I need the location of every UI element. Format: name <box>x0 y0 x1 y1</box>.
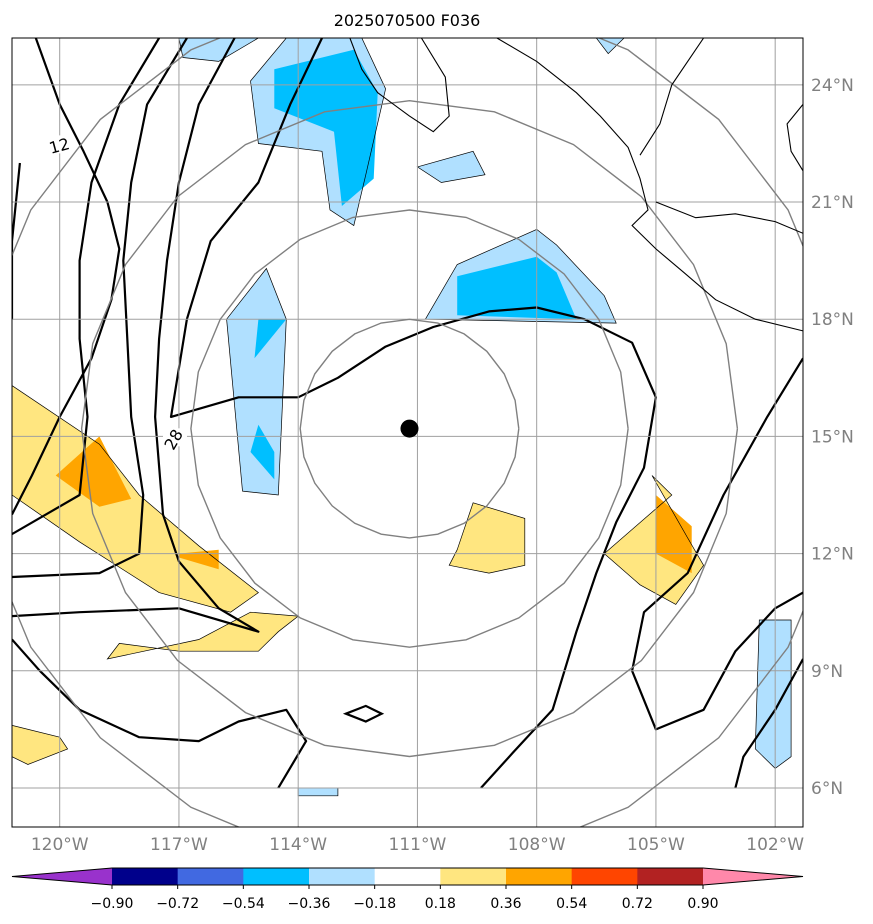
colorbar-bin-6 <box>506 868 573 885</box>
colorbar: −0.90 −0.72 −0.54 −0.36 −0.18 0.18 0.36 0.54 0.7… <box>11 867 804 912</box>
lat-tick-label: 15°N <box>811 427 854 447</box>
lat-tick-label: 24°N <box>811 76 854 96</box>
contour-line-4 <box>169 38 658 789</box>
range-ring-3 <box>12 38 803 827</box>
colorbar-bin-1 <box>177 868 244 885</box>
shaded-region-12 <box>604 475 704 605</box>
colorbar-bin-0 <box>112 868 179 885</box>
contour-line-0 <box>12 38 121 515</box>
colorbar-tick-label: −0.72 <box>156 896 199 912</box>
shaded-region-4 <box>457 256 577 320</box>
colorbar-extend-low <box>12 868 112 885</box>
field-outline-5 <box>226 267 287 496</box>
colorbar-tick-label: 0.36 <box>490 896 521 912</box>
lon-tick-labels: 120°W 117°W 114°W 111°W 108°W 105°W 102°W <box>31 835 804 855</box>
coastline-4 <box>639 38 705 156</box>
field-outline-16 <box>754 619 792 769</box>
lat-tick-labels: 6°N 9°N 12°N 15°N 18°N 21°N 24°N <box>811 76 854 799</box>
lon-tick-label: 105°W <box>627 835 685 855</box>
storm-center-dot <box>400 419 419 438</box>
shaded-field <box>12 38 792 797</box>
field-outline-15 <box>12 725 69 765</box>
range-ring-2 <box>80 99 739 758</box>
shaded-region-19 <box>596 38 625 54</box>
coastline-2 <box>655 201 803 234</box>
map-frame <box>11 37 804 828</box>
lon-tick-label: 114°W <box>269 835 327 855</box>
colorbar-tick-label: −0.36 <box>288 896 331 912</box>
coastlines <box>349 38 803 332</box>
contour-line-7 <box>734 658 803 789</box>
field-outline-12 <box>603 475 705 605</box>
range-rings <box>12 38 803 827</box>
colorbar-tick-label: −0.18 <box>353 896 396 912</box>
contour-line-1 <box>12 38 161 536</box>
colorbar-bin-7 <box>571 868 638 885</box>
range-ring-0 <box>299 318 520 539</box>
colorbar-tick-label: 0.54 <box>556 896 587 912</box>
lon-tick-label: 102°W <box>746 835 804 855</box>
colorbar-tick-label: 0.72 <box>622 896 653 912</box>
chart-title: 2025070500 F036 <box>334 11 481 30</box>
lat-tick-label: 9°N <box>811 662 843 682</box>
contour-line-8 <box>12 162 21 320</box>
lat-tick-label: 12°N <box>811 545 854 565</box>
shaded-region-14 <box>107 612 299 659</box>
contour-line-2 <box>12 38 188 579</box>
shaded-region-17 <box>298 787 338 796</box>
shaded-region-15 <box>12 725 68 765</box>
colorbar-bin-5 <box>440 868 507 885</box>
contour-label-0: 12 <box>47 134 72 158</box>
coastline-3 <box>786 104 803 172</box>
lat-tick-label: 21°N <box>811 193 854 213</box>
shaded-region-6 <box>250 424 275 480</box>
field-outline-11 <box>448 502 526 574</box>
lat-tick-label: 18°N <box>811 310 854 330</box>
lon-tick-label: 111°W <box>389 835 447 855</box>
contour-line-5 <box>12 638 308 789</box>
colorbar-bin-2 <box>243 868 310 885</box>
lon-tick-label: 117°W <box>150 835 208 855</box>
field-outline-3 <box>424 228 617 324</box>
colorbar-tick-label: −0.54 <box>222 896 265 912</box>
lon-tick-label: 120°W <box>31 835 89 855</box>
colorbar-tick-label: −0.90 <box>91 896 134 912</box>
storm-center <box>400 419 419 438</box>
colorbar-extend-high <box>703 868 803 885</box>
field-outline-18 <box>178 38 260 62</box>
contour-label-bg-0 <box>47 135 72 154</box>
lat-tick-label: 6°N <box>811 779 843 799</box>
range-ring-1 <box>190 209 629 648</box>
shaded-region-1 <box>274 49 378 207</box>
colorbar-bin-8 <box>637 868 704 885</box>
coastline-0 <box>349 38 450 133</box>
field-outline-19 <box>595 38 625 55</box>
field-outline-2 <box>416 150 486 183</box>
colorbar-bin-4 <box>374 868 441 885</box>
shaded-region-16 <box>755 620 792 769</box>
shaded-region-10 <box>178 549 219 570</box>
shaded-region-2 <box>417 151 485 183</box>
colorbar-tick-label: 0.90 <box>687 896 718 912</box>
field-outline-0 <box>250 38 386 227</box>
contour-label-bg-1 <box>162 428 187 447</box>
shaded-region-7 <box>254 319 287 359</box>
shaded-region-18 <box>178 38 259 62</box>
colorbar-bin-3 <box>309 868 376 885</box>
lon-tick-label: 108°W <box>508 835 566 855</box>
shaded-region-9 <box>55 436 132 507</box>
colorbar-tick-label: 0.18 <box>425 896 456 912</box>
field-outline-8 <box>12 385 259 613</box>
contour-closed-small <box>342 704 385 723</box>
coastline-1 <box>496 38 803 332</box>
